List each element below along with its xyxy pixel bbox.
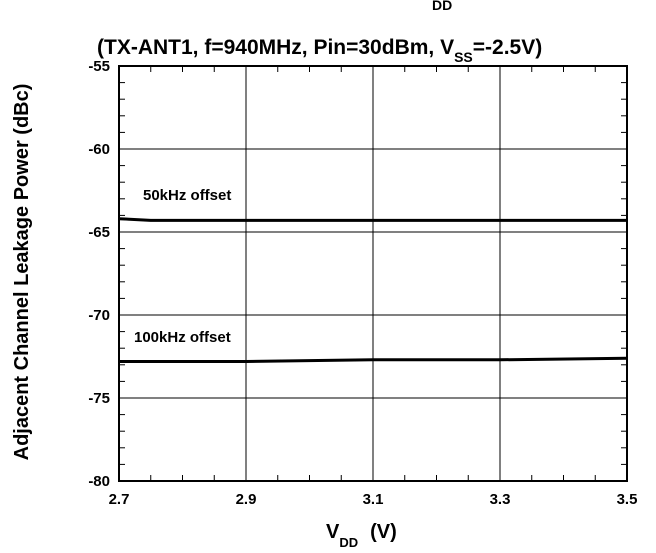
chart-title: (TX-ANT1, f=940MHz, Pin=30dBm, VSS=-2.5V…	[97, 36, 542, 65]
x-tick-labels: 2.7 2.9 3.1 3.3 3.5	[109, 491, 638, 508]
y-tick-label-0: -55	[88, 58, 110, 75]
plot-frame	[118, 65, 628, 482]
y-axis-label: Adjacent Channel Leakage Power (dBc)	[11, 84, 33, 461]
y-tick-label-1: -60	[88, 141, 110, 158]
x-axis-label-unit: (V)	[370, 521, 397, 543]
x-tick-label-3: 3.3	[490, 491, 511, 508]
x-tick-label-4: 3.5	[617, 491, 638, 508]
grid-lines	[119, 66, 627, 481]
x-tick-label-0: 2.7	[109, 491, 130, 508]
y-tick-label-2: -65	[88, 224, 110, 241]
y-tick-labels: -55 -60 -65 -70 -75 -80	[88, 58, 110, 490]
chart-title-suffix: =-2.5V)	[473, 36, 542, 59]
x-axis-label-subscript: DD	[339, 535, 358, 550]
x-axis-label-main: V	[326, 521, 340, 543]
series-label-50khz: 50kHz offset	[143, 187, 231, 204]
chart-title-subscript: SS	[454, 49, 473, 65]
x-tick-label-2: 3.1	[363, 491, 384, 508]
series-label-100khz: 100kHz offset	[134, 329, 231, 346]
series-line-1	[119, 356, 628, 363]
chart-title-prefix: (TX-ANT1, f=940MHz, Pin=30dBm, V	[97, 36, 454, 59]
series-line-0	[118, 217, 627, 222]
y-tick-label-3: -70	[88, 307, 110, 324]
y-tick-label-4: -75	[88, 390, 110, 407]
x-tick-label-1: 2.9	[236, 491, 257, 508]
series-lines	[118, 217, 628, 363]
x-axis-label: VDD (V)	[326, 521, 397, 550]
title-top-subscript: DD	[432, 0, 452, 13]
y-tick-label-5: -80	[88, 473, 110, 490]
